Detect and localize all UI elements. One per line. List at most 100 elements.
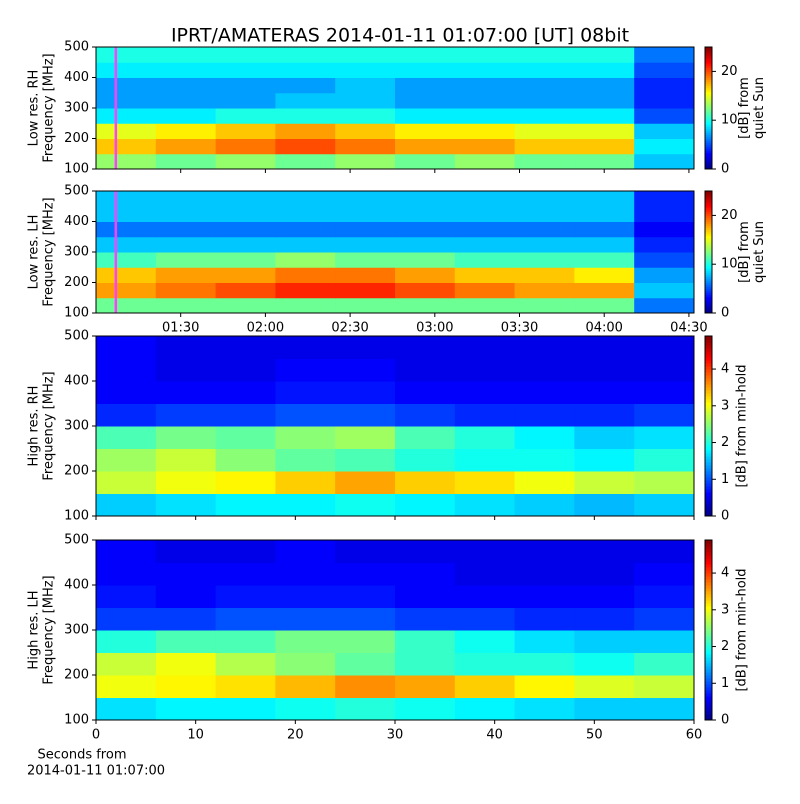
heatmap-cell <box>634 92 695 109</box>
heatmap-cell <box>514 92 575 109</box>
heatmap-cell <box>215 77 276 94</box>
colorbar-swatch <box>705 278 712 281</box>
heatmap-cell <box>395 358 456 382</box>
colorbar-tick-label: 2 <box>721 435 729 450</box>
heatmap-cell <box>395 297 456 314</box>
colorbar-swatch <box>705 146 712 150</box>
heatmap-cell <box>574 123 635 139</box>
colorbar-swatch <box>705 249 712 253</box>
figure-title: IPRT/AMATERAS 2014-01-11 01:07:00 [UT] 0… <box>171 25 629 47</box>
heatmap-cell <box>96 267 157 283</box>
colorbar-swatch <box>705 272 712 275</box>
colorbar-tick-label: 0 <box>721 162 729 177</box>
heatmap-cell <box>514 336 575 359</box>
colorbar-swatch <box>705 290 712 294</box>
colorbar-swatch <box>705 114 712 117</box>
heatmap-cell <box>454 297 516 314</box>
colorbar-swatch <box>705 144 712 148</box>
colorbar-swatch <box>705 591 712 595</box>
colorbar-swatch <box>705 209 712 212</box>
colorbar-swatch <box>705 486 712 490</box>
heatmap-cell <box>395 92 456 109</box>
colorbar-swatch <box>705 453 712 457</box>
colorbar-swatch <box>705 154 712 158</box>
colorbar-swatch <box>705 705 712 709</box>
heatmap-cell <box>275 426 336 449</box>
colorbar-swatch <box>705 402 712 406</box>
colorbar-swatch <box>705 203 712 206</box>
colorbar-swatch <box>705 600 712 604</box>
heatmap-cell <box>454 493 516 517</box>
colorbar-swatch <box>705 53 712 56</box>
colorbar-swatch <box>705 191 712 194</box>
colorbar-swatch <box>705 357 712 361</box>
colorbar-swatch <box>705 274 712 277</box>
heatmap-cell <box>514 297 575 314</box>
heatmap-cell <box>215 493 276 517</box>
y-tick-label: 300 <box>64 419 89 434</box>
colorbar-swatch <box>705 136 712 139</box>
heatmap-cell <box>155 191 217 207</box>
heatmap-cell <box>454 381 516 404</box>
colorbar-swatch <box>705 603 712 607</box>
colorbar-swatch <box>705 270 712 273</box>
heatmap-cell <box>395 381 456 404</box>
heatmap-cell <box>574 191 635 207</box>
heatmap-cell <box>96 236 157 253</box>
heatmap-cell <box>155 652 217 676</box>
colorbar-swatch <box>705 372 712 376</box>
colorbar-swatch <box>705 243 712 247</box>
heatmap-cell <box>574 697 635 721</box>
colorbar-swatch <box>705 304 712 308</box>
colorbar-label: [dB] from <box>737 77 752 139</box>
colorbar-swatch <box>705 420 712 424</box>
heatmap-cell <box>634 267 695 283</box>
heatmap-cell <box>454 221 516 238</box>
colorbar-swatch <box>705 414 712 418</box>
x-tick-label: 0 <box>92 728 100 743</box>
heatmap-cell <box>395 540 456 563</box>
colorbar-tick-label: 0 <box>721 713 729 728</box>
heatmap-cell <box>514 630 575 653</box>
heatmap-cell <box>574 153 635 170</box>
heatmap-cell <box>215 221 276 238</box>
heatmap-cell <box>96 206 157 222</box>
heatmap-cell <box>634 426 695 449</box>
y-axis-label: Low res. RH <box>27 70 42 147</box>
heatmap-cell <box>634 297 695 314</box>
colorbar-swatch <box>705 642 712 646</box>
heatmap-cell <box>514 221 575 238</box>
colorbar-swatch <box>705 351 712 355</box>
heatmap-cell <box>275 540 336 563</box>
heatmap-cell <box>574 252 635 268</box>
x-tick-label: 20 <box>287 728 304 743</box>
colorbar-swatch <box>705 266 712 269</box>
colorbar-swatch <box>705 298 712 302</box>
heatmap-cell <box>275 62 336 78</box>
heatmap-cell <box>395 221 456 238</box>
heatmap-cell <box>215 123 276 139</box>
colorbar-tick-label: 3 <box>721 602 729 617</box>
heatmap-cell <box>514 236 575 253</box>
heatmap-cell <box>275 206 336 222</box>
colorbar-swatch <box>705 378 712 382</box>
heatmap-cell <box>574 282 635 299</box>
heatmap-cell <box>335 652 396 676</box>
colorbar-swatch <box>705 369 712 373</box>
heatmap-cell <box>215 652 276 676</box>
x-tick-label: 10 <box>187 728 204 743</box>
colorbar-swatch <box>705 207 712 210</box>
colorbar-frame <box>704 539 713 721</box>
heatmap-cell <box>155 697 217 721</box>
heatmap-cell <box>395 493 456 517</box>
colorbar-tick-label: 1 <box>721 676 729 691</box>
heatmap-cell <box>634 607 695 631</box>
heatmap-cell <box>335 358 396 382</box>
heatmap-cell <box>275 585 336 608</box>
colorbar-swatch <box>705 89 712 93</box>
x-tick-label: 04:30 <box>670 321 707 336</box>
heatmap-cell <box>96 585 157 608</box>
heatmap-cell <box>96 123 157 139</box>
heatmap-cell <box>335 697 396 721</box>
heatmap-cell <box>215 697 276 721</box>
